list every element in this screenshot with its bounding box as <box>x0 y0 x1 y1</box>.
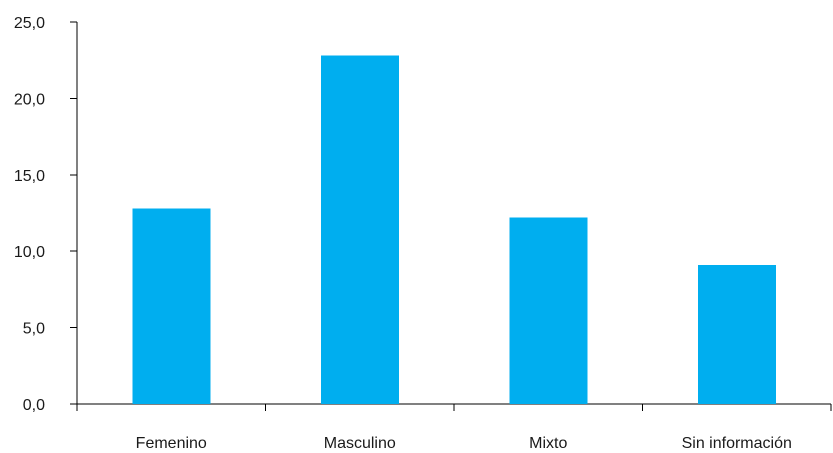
bar-sin-información <box>697 264 776 404</box>
y-tick-label: 5,0 <box>23 321 45 338</box>
bar-femenino <box>132 208 211 404</box>
x-category-label: Femenino <box>136 435 207 452</box>
y-tick-label: 15,0 <box>14 168 45 185</box>
category-labels: Femenino Masculino Mixto Sin información <box>136 435 792 452</box>
bar-masculino <box>320 55 399 405</box>
x-category-label: Mixto <box>529 435 567 452</box>
x-axis <box>76 403 832 411</box>
bar-mixto <box>509 217 588 404</box>
x-category-label: Masculino <box>324 435 396 452</box>
y-tick-label: 0,0 <box>23 397 45 414</box>
y-tick-label: 10,0 <box>14 244 45 261</box>
y-axis: 0,0 5,0 10,0 15,0 20,0 25,0 <box>14 15 78 414</box>
x-category-label: Sin información <box>682 435 792 452</box>
y-tick-label: 25,0 <box>14 15 45 32</box>
bars <box>132 55 776 405</box>
y-tick-label: 20,0 <box>14 91 45 108</box>
